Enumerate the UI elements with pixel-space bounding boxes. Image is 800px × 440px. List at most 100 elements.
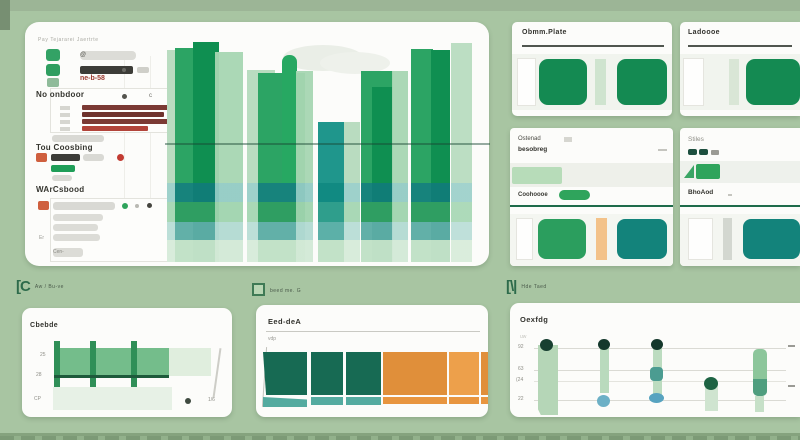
card-subtitle: BhoAod — [688, 189, 714, 196]
segment-chart-card[interactable]: Eed-deA vdp — [256, 305, 488, 417]
list-item-text-bar[interactable] — [51, 154, 80, 161]
white-tile[interactable] — [688, 218, 713, 260]
row-micro-label — [60, 113, 70, 117]
mint-stripe — [595, 59, 606, 105]
list-item-pill[interactable] — [83, 154, 104, 161]
lollipop-dot-dark — [651, 339, 663, 350]
segment-green[interactable] — [346, 352, 381, 395]
y-tick-label: 28 — [36, 372, 42, 378]
area-post — [54, 341, 60, 388]
title-underline — [522, 45, 664, 47]
square-outline-icon — [252, 283, 265, 296]
green-swatch[interactable] — [46, 64, 60, 76]
green-tile[interactable] — [746, 59, 800, 105]
card-a-title: Obmm.Plate — [522, 29, 567, 36]
summary-card-b: Ladoooe — [680, 22, 800, 116]
list-item-pill[interactable] — [53, 202, 115, 210]
list-item-pill[interactable]: @ — [80, 51, 136, 60]
legend-item-1[interactable]: [C Aw / Bu-ve — [16, 279, 64, 294]
lollipop-oval-blue — [649, 393, 664, 403]
segment-green[interactable] — [311, 352, 343, 395]
row-micro-label — [60, 127, 70, 131]
edge-marker[interactable] — [788, 385, 795, 387]
list-item-pill[interactable] — [52, 135, 104, 142]
maroon-bar[interactable] — [82, 119, 168, 124]
maroon-bar[interactable] — [82, 105, 168, 110]
list-item-pill[interactable] — [53, 214, 103, 221]
main-dashboard-card: Pay Tejararei Jaertrte @ ne-b-58 No onbdoo… — [25, 22, 490, 266]
section-title: Tou Coosbing — [36, 143, 93, 152]
grouped-bar-chart[interactable] — [165, 40, 490, 262]
legend-item-2[interactable]: beed me. G — [252, 283, 301, 296]
edge-marker[interactable] — [788, 345, 795, 347]
lollipop-tail — [755, 396, 764, 412]
lollipop-chart-card[interactable]: Oexfdg uw 92 63 (24 22 — [510, 303, 800, 417]
lollipop-square-teal — [650, 367, 663, 381]
white-tile[interactable] — [516, 218, 533, 260]
segment-green[interactable] — [263, 352, 307, 395]
teal-tile[interactable] — [743, 219, 800, 259]
list-item-pill[interactable]: Cen- — [53, 248, 83, 257]
legend-item-3[interactable]: [\| Hde Taed — [506, 279, 547, 294]
alert-icon — [36, 153, 47, 162]
card-subtext: Stiles — [688, 136, 704, 143]
chart-bar — [344, 122, 360, 262]
orange-stripe — [596, 218, 607, 260]
green-tile[interactable] — [538, 219, 586, 259]
list-item-tag — [137, 67, 149, 73]
corner-label: 1/6 — [208, 397, 215, 403]
area-lower-block — [53, 387, 172, 410]
summary-card-a: Obmm.Plate — [512, 22, 672, 116]
green-divider — [510, 205, 673, 207]
bracket-n-icon: [\| — [506, 278, 517, 295]
green-tile[interactable] — [617, 59, 667, 105]
inline-icon — [564, 137, 572, 142]
green-tile[interactable] — [539, 59, 587, 105]
list-item-pill[interactable] — [53, 234, 100, 241]
mint-stripe — [729, 59, 739, 105]
chart-bar — [193, 42, 219, 262]
segment-orange[interactable] — [383, 352, 447, 395]
teal-tile[interactable] — [617, 219, 667, 259]
top-strip — [0, 0, 800, 11]
gray-stripe — [723, 218, 732, 260]
row-micro-label: Er — [39, 235, 44, 241]
list-item-pill[interactable] — [53, 224, 98, 231]
card-r-title: Oexfdg — [520, 315, 549, 324]
chart-bar — [318, 122, 345, 262]
area-chart-card[interactable]: Cbebde 25 28 CP 1/6 — [22, 308, 232, 417]
overflow-dash[interactable] — [658, 149, 667, 151]
axis-label: vdp — [268, 336, 277, 342]
green-triangle — [684, 165, 694, 178]
green-swatch-muted[interactable] — [47, 78, 59, 87]
legend-label-2: beed me. G — [270, 288, 302, 294]
strip-teal — [346, 397, 381, 405]
mini-icon[interactable] — [688, 149, 697, 155]
segment-orange[interactable] — [481, 352, 488, 395]
maroon-bar[interactable] — [82, 112, 164, 117]
chart-baseline — [165, 143, 490, 145]
white-tile[interactable] — [517, 58, 536, 106]
segment-orange[interactable] — [449, 352, 479, 395]
lollipop-dot-dark — [540, 339, 553, 351]
lollipop-bar — [538, 345, 558, 415]
card-subtext: Ostenad — [518, 136, 541, 142]
action-pill[interactable] — [559, 190, 590, 200]
area-baseline — [54, 375, 169, 378]
strip-teal — [263, 397, 307, 407]
list-item-text-bar[interactable] — [80, 66, 133, 74]
mini-icon[interactable] — [699, 149, 708, 155]
detail-card-c: Ostenad besobreg Coohoooe — [510, 128, 673, 266]
section-title: No onbdoor — [36, 90, 85, 99]
strip-orange — [383, 397, 447, 404]
green-swatch[interactable] — [46, 49, 60, 61]
y-tick-label: (24 — [516, 377, 524, 383]
grid-dot — [122, 94, 127, 99]
card-subtitle: besobreg — [518, 146, 548, 153]
red-bar[interactable] — [82, 126, 148, 131]
list-item-red-text: ne-b-58 — [80, 75, 105, 82]
green-chip[interactable] — [696, 164, 720, 179]
white-tile[interactable] — [683, 58, 704, 106]
green-divider — [680, 205, 800, 207]
list-item-pill[interactable] — [52, 175, 72, 181]
